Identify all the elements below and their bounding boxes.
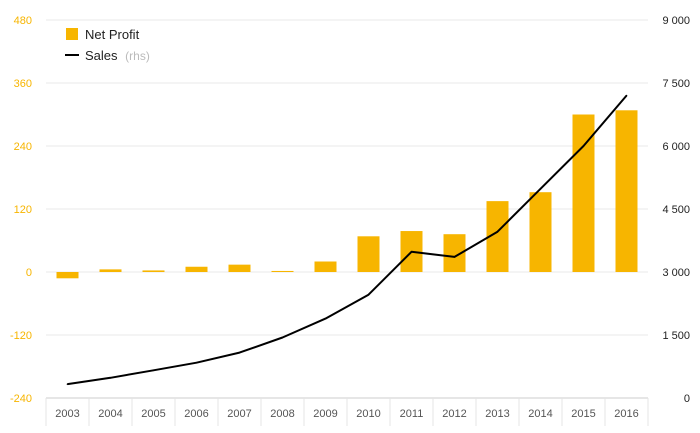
bar-net-profit-2014	[529, 192, 552, 272]
sales-point-2003	[66, 383, 69, 385]
x-axis: 2003 2004 2005 2006 2007 2008 2009 2010 2011 2012…	[45, 397, 649, 426]
bar-net-profit-2009	[314, 261, 337, 272]
bar-net-profit-2007	[228, 264, 251, 272]
left-tick-label: 120	[14, 204, 32, 216]
sales-point-2006	[195, 361, 198, 364]
x-tick-label: 2009	[313, 408, 337, 420]
sales-point-2014	[539, 188, 542, 190]
left-tick-label: 480	[14, 15, 32, 27]
x-tick-label: 2007	[227, 408, 251, 420]
sales-point-2004	[109, 377, 112, 379]
right-tick-label: 1 500	[662, 330, 690, 342]
sales-point-2011	[410, 251, 413, 253]
sales-point-2012	[453, 256, 456, 258]
sales-point-2013	[496, 230, 499, 233]
right-tick-label: 9 000	[662, 15, 690, 27]
x-tick-label: 2015	[571, 408, 595, 420]
bar-net-profit-2008	[271, 270, 294, 272]
x-tick-label: 2004	[98, 408, 122, 420]
gridlines	[46, 19, 648, 399]
x-tick-label: 2012	[442, 408, 466, 420]
sales-point-2009	[324, 317, 327, 320]
x-tick-label: 2016	[614, 408, 638, 420]
x-tick-label: 2008	[270, 408, 294, 420]
sales-point-2005	[152, 369, 155, 372]
bar-net-profit-2010	[357, 236, 380, 272]
x-tick-label: 2014	[528, 408, 552, 420]
sales-line	[67, 94, 628, 386]
left-axis-ticks: 480 360 240 120 0 -120 -240	[10, 15, 32, 405]
left-tick-label: -120	[10, 330, 32, 342]
sales-point-2016	[625, 94, 628, 97]
legend: Net Profit Sales (rhs)	[65, 27, 150, 63]
left-tick-label: 360	[14, 78, 32, 90]
legend-label-net-profit: Net Profit	[85, 27, 140, 42]
bar-net-profit-2015	[572, 114, 595, 272]
right-tick-label: 6 000	[662, 141, 690, 153]
x-tick-label: 2013	[485, 408, 509, 420]
legend-label-sales-main: Sales	[85, 48, 118, 63]
x-tick-label: 2010	[356, 408, 380, 420]
legend-label-sales-sub: (rhs)	[125, 49, 150, 63]
bar-net-profit-2013	[486, 201, 509, 272]
sales-point-2015	[582, 145, 585, 147]
bar-net-profit-2012	[443, 234, 466, 272]
left-tick-label: -240	[10, 393, 32, 405]
bar-net-profit-2016	[615, 110, 638, 272]
right-axis-ticks: 9 000 7 500 6 000 4 500 3 000 1 500 0	[662, 15, 690, 405]
right-tick-label: 7 500	[662, 78, 690, 90]
bar-net-profit-2006	[185, 266, 208, 272]
x-tick-label: 2011	[400, 408, 424, 420]
legend-label-sales: Sales (rhs)	[85, 48, 150, 63]
sales-point-2007	[238, 351, 241, 354]
bar-net-profit-2003	[56, 272, 79, 279]
x-tick-label: 2003	[55, 408, 79, 420]
right-tick-label: 4 500	[662, 204, 690, 216]
right-tick-label: 0	[684, 393, 690, 405]
left-tick-label: 240	[14, 141, 32, 153]
net-profit-bars	[56, 110, 638, 279]
legend-swatch-net-profit	[66, 28, 78, 40]
bar-net-profit-2004	[99, 269, 122, 272]
x-tick-label: 2006	[184, 408, 208, 420]
sales-point-2008	[281, 336, 284, 339]
sales-line-group	[66, 94, 628, 386]
x-tick-label: 2005	[141, 408, 165, 420]
sales-point-2010	[367, 293, 370, 296]
left-tick-label: 0	[26, 267, 32, 279]
right-tick-label: 3 000	[662, 267, 690, 279]
bar-net-profit-2005	[142, 270, 165, 272]
